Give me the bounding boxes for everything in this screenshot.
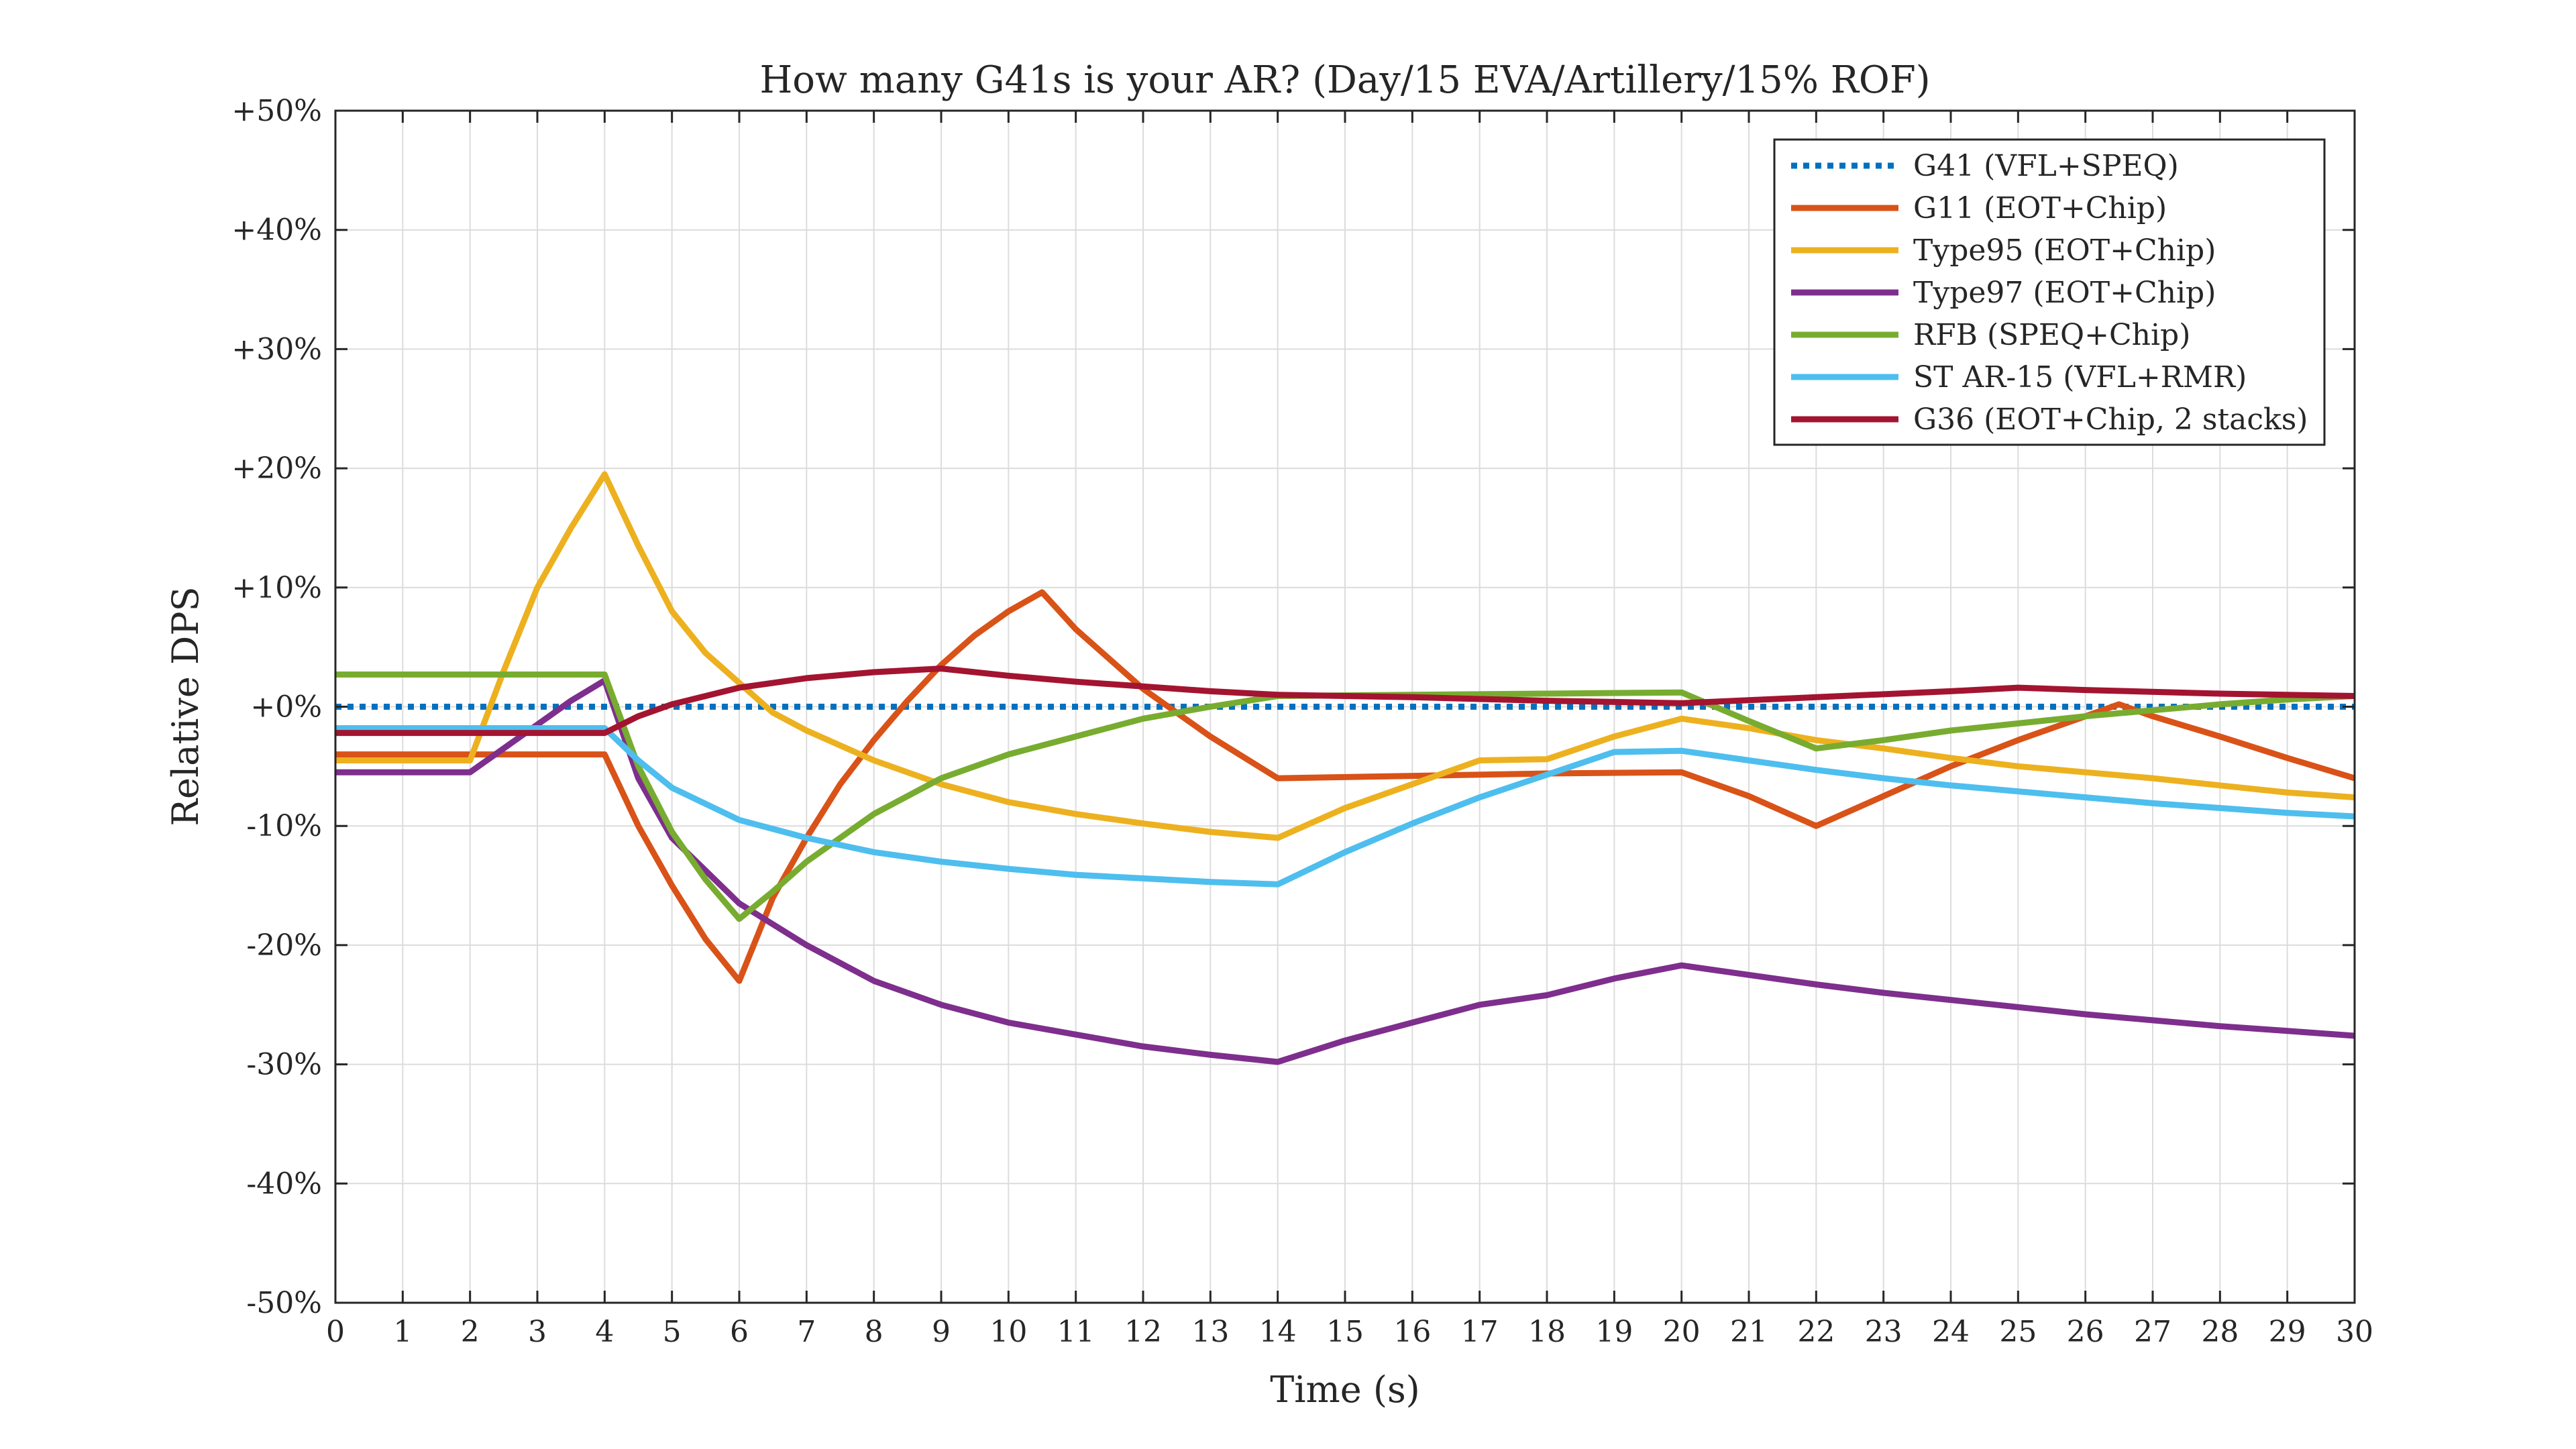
x-tick-label: 2 xyxy=(461,1315,480,1349)
y-tick-label: +10% xyxy=(231,571,322,605)
y-tick-label: +20% xyxy=(231,451,322,486)
series-line-6 xyxy=(335,665,2355,737)
y-tick-label: -40% xyxy=(246,1167,322,1201)
x-tick-label: 29 xyxy=(2269,1315,2306,1349)
x-tick-label: 7 xyxy=(797,1315,816,1349)
legend-label: RFB (SPEQ+Chip) xyxy=(1913,318,2190,352)
series-line-5 xyxy=(335,725,2355,888)
axis-ticks xyxy=(334,109,2356,1304)
series-lines xyxy=(335,471,2355,1065)
chart-title: How many G41s is your AR? (Day/15 EVA/Ar… xyxy=(759,58,1930,102)
legend-box xyxy=(1773,138,2326,446)
x-tick-label: 27 xyxy=(2134,1315,2171,1349)
x-tick-label: 0 xyxy=(326,1315,345,1349)
y-tick-label: -30% xyxy=(246,1048,322,1082)
y-tick-label: -20% xyxy=(246,928,322,963)
y-tick-label: -10% xyxy=(246,809,322,843)
legend-label: G36 (EOT+Chip, 2 stacks) xyxy=(1913,402,2308,437)
y-axis-title: Relative DPS xyxy=(164,586,207,826)
x-tick-label: 1 xyxy=(393,1315,412,1349)
x-tick-label: 17 xyxy=(1461,1315,1499,1349)
x-tick-label: 13 xyxy=(1191,1315,1229,1349)
x-tick-label: 24 xyxy=(1932,1315,1970,1349)
legend-label: Type95 (EOT+Chip) xyxy=(1913,233,2216,268)
x-tick-label: 3 xyxy=(528,1315,547,1349)
legend-label: ST AR-15 (VFL+RMR) xyxy=(1913,360,2247,394)
x-axis-title: Time (s) xyxy=(1270,1368,1419,1411)
x-tick-label: 23 xyxy=(1865,1315,1902,1349)
x-tick-label: 16 xyxy=(1393,1315,1431,1349)
y-tick-label: +0% xyxy=(250,690,322,724)
y-tick-label: +40% xyxy=(231,213,322,248)
x-tick-label: 11 xyxy=(1057,1315,1095,1349)
x-tick-label: 15 xyxy=(1326,1315,1364,1349)
x-tick-labels: 0 1 2 3 4 5 6 7 8 9 10 11 12 13 14 15 16 17 18 19 20 21 22 23 24… xyxy=(326,1315,2373,1349)
x-tick-label: 21 xyxy=(1730,1315,1768,1349)
x-tick-label: 10 xyxy=(989,1315,1027,1349)
x-tick-label: 12 xyxy=(1124,1315,1162,1349)
series-line-4 xyxy=(335,672,2355,922)
y-tick-label: -50% xyxy=(246,1286,322,1320)
x-tick-label: 18 xyxy=(1528,1315,1566,1349)
x-tick-label: 20 xyxy=(1663,1315,1701,1349)
legend-label: G11 (EOT+Chip) xyxy=(1913,191,2167,225)
x-tick-label: 25 xyxy=(1999,1315,2037,1349)
series-line-1 xyxy=(335,589,2355,984)
x-tick-label: 26 xyxy=(2067,1315,2104,1349)
legend-entries: G41 (VFL+SPEQ) G11 (EOT+Chip) Type95 (EOT+… xyxy=(1791,149,2308,437)
x-tick-label: 22 xyxy=(1797,1315,1835,1349)
legend: G41 (VFL+SPEQ) G11 (EOT+Chip) Type95 (EOT+… xyxy=(1773,138,2326,446)
y-tick-label: +30% xyxy=(231,332,322,366)
x-tick-label: 19 xyxy=(1595,1315,1633,1349)
x-tick-label: 30 xyxy=(2336,1315,2373,1349)
x-tick-label: 8 xyxy=(865,1315,883,1349)
y-tick-label: +50% xyxy=(231,94,322,128)
series-line-2 xyxy=(335,471,2355,841)
x-tick-label: 5 xyxy=(663,1315,682,1349)
legend-label: Type97 (EOT+Chip) xyxy=(1913,276,2216,310)
x-tick-label: 4 xyxy=(595,1315,614,1349)
x-tick-label: 14 xyxy=(1259,1315,1297,1349)
x-tick-label: 28 xyxy=(2201,1315,2239,1349)
legend-label: G41 (VFL+SPEQ) xyxy=(1913,149,2179,183)
y-tick-labels: -50% -40% -30% -20% -10% +0% +10% +20% +30% +40% +… xyxy=(231,94,322,1320)
x-tick-label: 6 xyxy=(730,1315,749,1349)
x-tick-label: 9 xyxy=(932,1315,951,1349)
